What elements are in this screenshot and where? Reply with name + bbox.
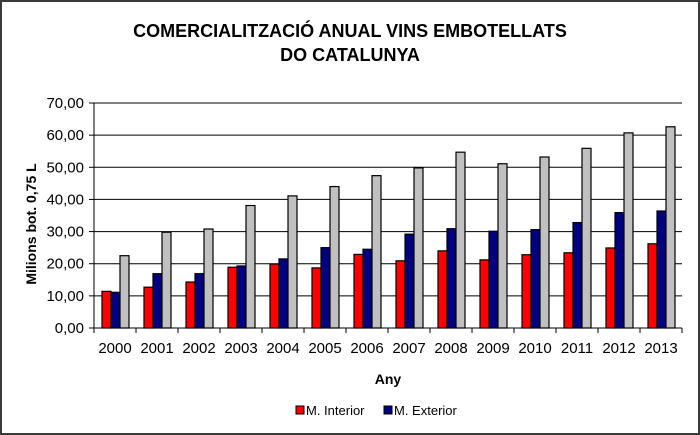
x-tick-labels: 2000 2001 2002 2003 2004 2005 2006 2007 2008 2009… (98, 340, 677, 357)
bar-total-2008 (455, 151, 466, 329)
bar-m-interior-2012 (605, 247, 616, 329)
y-tick-label: 40,00 (46, 191, 84, 208)
bar-m-exterior-2012 (614, 212, 625, 329)
bar-total-2007 (413, 167, 424, 329)
bar-total-2005 (329, 185, 340, 329)
bar-m-exterior-2001 (152, 273, 163, 329)
bar-total-2003 (245, 204, 256, 329)
x-tick-label: 2010 (518, 340, 551, 357)
x-tick-label: 2006 (350, 340, 383, 357)
axes (89, 102, 683, 333)
bar-m-exterior-2003 (236, 265, 247, 329)
bar-m-interior-2005 (311, 267, 322, 329)
x-tick-label: 2005 (308, 340, 341, 357)
legend-swatch (383, 405, 393, 415)
x-tick-label: 2000 (98, 340, 131, 357)
bar-m-interior-2001 (143, 286, 154, 329)
bar-m-interior-2011 (563, 252, 574, 329)
y-axis-title: Milions bot. 0,75 L (23, 163, 39, 285)
legend-label: M. Interior (306, 403, 365, 418)
legend: M. Interior M. Exterior (295, 403, 458, 418)
legend-swatch (295, 405, 305, 415)
x-tick-label: 2009 (476, 340, 509, 357)
bar-m-interior-2009 (479, 259, 490, 329)
chart-title-line-2: DO CATALUNYA (280, 45, 420, 65)
bar-m-interior-2002 (185, 281, 196, 329)
bars (101, 126, 676, 329)
bar-m-interior-2000 (101, 290, 112, 329)
bar-m-interior-2004 (269, 263, 280, 329)
bar-m-exterior-2009 (488, 230, 499, 329)
y-tick-labels: 0,00 10,00 20,00 30,00 40,00 50,00 60,00 70,00 (46, 95, 84, 337)
bar-total-2010 (539, 156, 550, 329)
bar-m-exterior-2010 (530, 229, 541, 329)
bar-m-interior-2003 (227, 266, 238, 329)
bar-total-2001 (161, 231, 172, 329)
x-tick-label: 2001 (140, 340, 173, 357)
x-tick-label: 2013 (644, 340, 677, 357)
bar-m-exterior-2006 (362, 248, 373, 329)
y-tick-label: 50,00 (46, 159, 84, 176)
bar-m-interior-2006 (353, 253, 364, 329)
gridlines (94, 102, 682, 297)
y-tick-label: 70,00 (46, 95, 84, 112)
bar-m-exterior-2004 (278, 258, 289, 329)
bar-m-exterior-2005 (320, 247, 331, 329)
bar-total-2009 (497, 163, 508, 329)
bar-m-exterior-2011 (572, 221, 583, 329)
bar-total-2011 (581, 147, 592, 329)
bar-total-2012 (623, 132, 634, 329)
bar-m-exterior-2013 (656, 210, 667, 329)
y-tick-label: 60,00 (46, 127, 84, 144)
y-tick-label: 30,00 (46, 224, 84, 241)
x-tick-label: 2007 (392, 340, 425, 357)
chart-title-line-1: COMERCIALITZACIÓ ANUAL VINS EMBOTELLATS (133, 21, 567, 41)
bar-total-2013 (665, 126, 676, 329)
x-tick-label: 2004 (266, 340, 299, 357)
bar-total-2006 (371, 175, 382, 329)
bar-m-exterior-2007 (404, 233, 415, 329)
y-tick-label: 20,00 (46, 256, 84, 273)
x-axis-title: Any (375, 371, 402, 387)
bar-m-interior-2007 (395, 260, 406, 329)
legend-label: M. Exterior (394, 403, 458, 418)
bar-m-interior-2013 (647, 243, 658, 329)
x-tick-label: 2012 (602, 340, 635, 357)
bar-m-exterior-2002 (194, 273, 205, 329)
bar-m-exterior-2008 (446, 228, 457, 329)
bar-m-interior-2008 (437, 250, 448, 329)
x-tick-label: 2008 (434, 340, 467, 357)
bar-total-2000 (119, 255, 130, 329)
bar-total-2002 (203, 228, 214, 329)
bar-m-interior-2010 (521, 254, 532, 329)
bar-total-2004 (287, 195, 298, 329)
y-tick-label: 0,00 (55, 320, 84, 337)
x-tick-label: 2011 (561, 340, 593, 357)
x-tick-label: 2003 (224, 340, 257, 357)
y-tick-label: 10,00 (46, 288, 84, 305)
x-tick-label: 2002 (182, 340, 215, 357)
bar-m-exterior-2000 (110, 291, 121, 329)
